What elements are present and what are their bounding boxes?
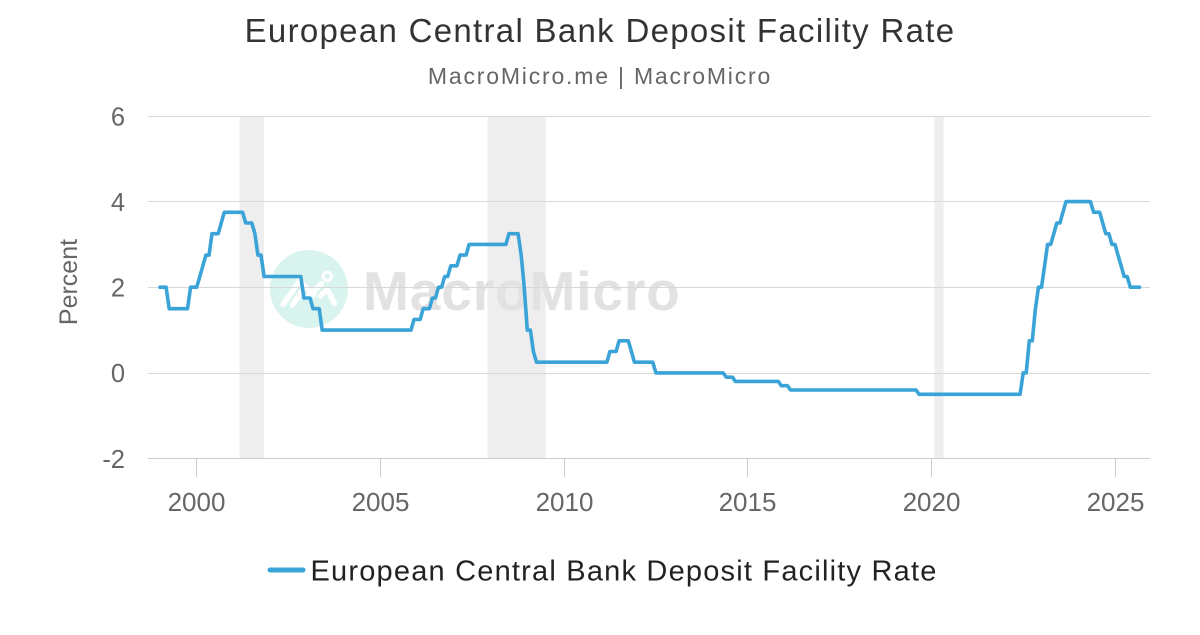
svg-text:0: 0 [111,360,125,388]
svg-text:6: 6 [111,104,125,132]
svg-text:European Central Bank Deposit: European Central Bank Deposit Facility R… [311,556,938,588]
svg-text:4: 4 [111,189,125,217]
svg-text:2005: 2005 [352,487,410,517]
svg-text:2: 2 [111,275,125,303]
svg-text:2015: 2015 [719,487,777,517]
svg-text:2010: 2010 [536,487,594,517]
svg-text:2025: 2025 [1087,487,1145,517]
svg-text:2020: 2020 [903,487,961,517]
svg-text:2000: 2000 [168,487,226,517]
svg-text:MacroMicro.me | MacroMicro: MacroMicro.me | MacroMicro [428,63,772,89]
svg-text:Percent: Percent [55,239,83,325]
svg-text:-2: -2 [102,446,125,474]
svg-text:European Central Bank Deposit: European Central Bank Deposit Facility R… [245,12,956,49]
